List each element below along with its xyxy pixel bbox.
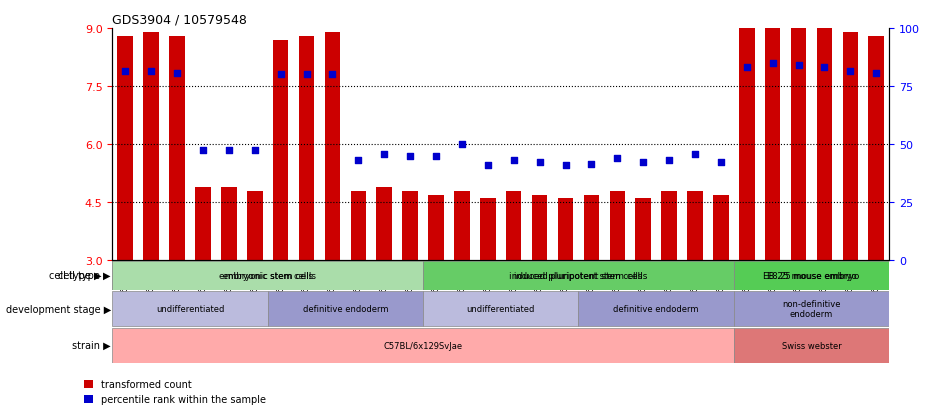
Bar [351,191,366,261]
Point [713,159,728,166]
Text: E8.25 mouse embryo: E8.25 mouse embryo [764,271,859,280]
Bar [169,37,184,261]
Point [766,60,781,67]
Text: strain ▶: strain ▶ [72,340,110,350]
Point [273,72,288,78]
Text: induced pluripotent stem cells: induced pluripotent stem cells [514,271,643,280]
FancyBboxPatch shape [734,261,889,290]
Point [662,157,677,164]
Text: induced pluripotent stem cells: induced pluripotent stem cells [509,271,648,280]
Bar [506,191,521,261]
Bar [687,191,703,261]
Point [506,157,521,164]
Point [584,161,599,167]
Point [247,147,262,154]
Legend: transformed count, percentile rank within the sample: transformed count, percentile rank withi… [80,375,270,408]
Bar [454,191,470,261]
Point [532,159,547,166]
Bar [532,195,548,261]
Point [455,142,469,148]
Text: embryonic stem cells: embryonic stem cells [219,271,316,280]
Text: E8.25 mouse embryo: E8.25 mouse embryo [767,271,856,280]
Point [558,163,573,169]
Text: undifferentiated: undifferentiated [155,304,225,313]
Text: undifferentiated: undifferentiated [466,304,535,313]
Bar [118,37,133,261]
Text: cell type ▶: cell type ▶ [58,271,110,281]
Bar [196,188,211,261]
FancyBboxPatch shape [423,261,734,290]
FancyBboxPatch shape [423,261,734,291]
Point [610,155,625,161]
Point [636,159,651,166]
Bar [221,188,237,261]
Bar [739,29,754,261]
FancyBboxPatch shape [734,261,889,291]
Point [687,151,702,158]
FancyBboxPatch shape [112,291,268,326]
Bar [247,191,262,261]
Point [739,64,754,71]
Bar [429,195,444,261]
Text: definitive endoderm: definitive endoderm [302,304,388,313]
Point [791,62,806,69]
FancyBboxPatch shape [734,291,889,326]
Bar [609,191,625,261]
FancyBboxPatch shape [112,328,734,363]
FancyBboxPatch shape [112,261,423,290]
Bar [713,195,728,261]
Point [402,153,417,160]
Text: non-definitive
endoderm: non-definitive endoderm [782,299,841,318]
Point [325,72,340,78]
Bar [842,33,858,261]
Text: development stage ▶: development stage ▶ [6,304,110,314]
Bar [273,40,288,261]
Text: definitive endoderm: definitive endoderm [613,304,699,313]
Bar [376,188,392,261]
Point [300,72,314,78]
Point [429,153,444,160]
FancyBboxPatch shape [734,328,889,363]
Text: embryonic stem cells: embryonic stem cells [223,271,313,280]
Bar [402,191,417,261]
Point [480,163,495,169]
FancyBboxPatch shape [112,261,423,291]
Bar [765,25,781,261]
Point [118,68,133,75]
Point [869,70,884,77]
FancyBboxPatch shape [423,291,578,326]
FancyBboxPatch shape [268,291,423,326]
Point [144,68,159,75]
Point [169,70,184,77]
Bar [636,199,651,261]
Bar [662,191,677,261]
Text: Swiss webster: Swiss webster [782,341,841,350]
Point [196,147,211,154]
Bar [299,37,314,261]
Bar [325,33,340,261]
Text: cell type ▶: cell type ▶ [49,271,105,281]
Point [351,157,366,164]
Point [843,68,858,75]
Text: C57BL/6x129SvJae: C57BL/6x129SvJae [384,341,462,350]
Bar [480,199,495,261]
Point [817,64,832,71]
Bar [558,199,573,261]
Bar [869,37,884,261]
Text: GDS3904 / 10579548: GDS3904 / 10579548 [112,13,247,26]
Bar [143,33,159,261]
Bar [584,195,599,261]
Bar [791,29,806,261]
Bar [817,29,832,261]
Point [221,147,236,154]
FancyBboxPatch shape [578,291,734,326]
Point [376,151,391,158]
